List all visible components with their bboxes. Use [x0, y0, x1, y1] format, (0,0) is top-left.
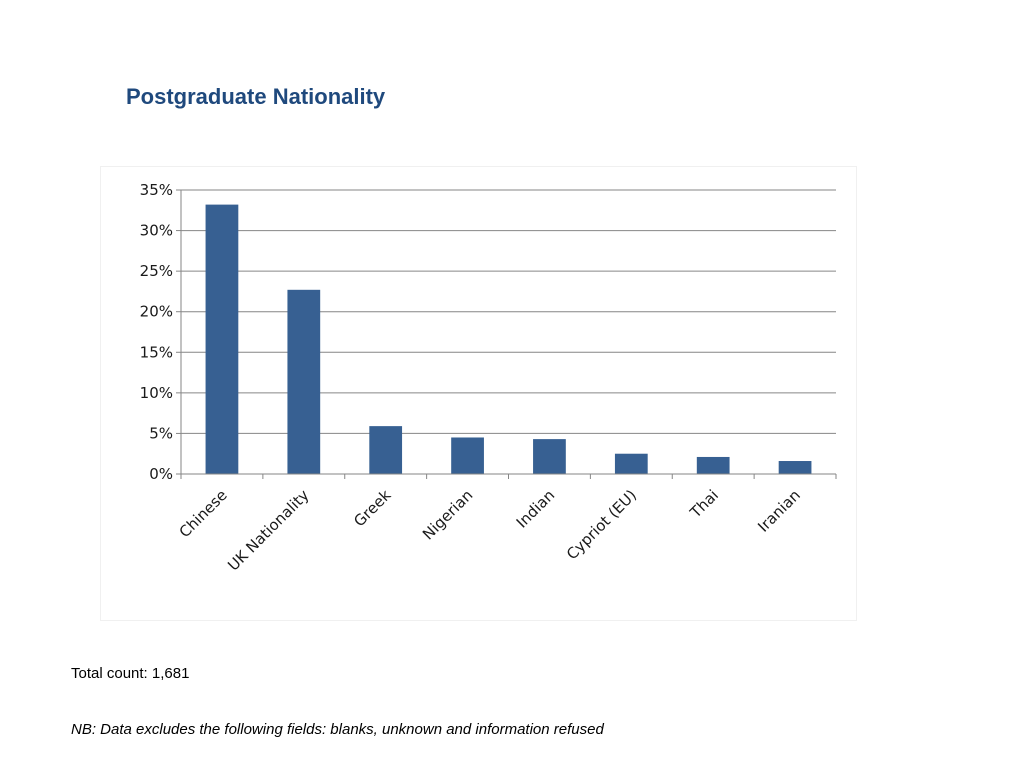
bar-thai: [696, 456, 730, 474]
bar-nigerian: [451, 437, 484, 474]
y-tick-label: 35%: [140, 181, 173, 199]
page-title: Postgraduate Nationality: [126, 84, 386, 109]
bar-chinese: [205, 204, 239, 474]
bar-cypriot-eu: [614, 453, 648, 474]
x-category-label: Cypriot (EU): [563, 486, 640, 563]
footnote-text: NB: Data excludes the following fields: …: [71, 721, 604, 738]
gridlines: [181, 189, 836, 434]
y-tick-label: 0%: [149, 465, 173, 483]
y-tick-label: 20%: [140, 303, 173, 321]
x-category-label: Indian: [513, 486, 558, 531]
y-tick-label: 5%: [149, 424, 173, 442]
x-category-label: Nigerian: [419, 486, 476, 543]
x-category-label: Iranian: [754, 486, 804, 536]
bar-indian: [533, 439, 566, 474]
bar-greek: [369, 426, 403, 474]
x-category-label: Chinese: [176, 486, 231, 541]
y-tick-label: 25%: [140, 262, 173, 280]
bars: [205, 204, 812, 474]
y-tick-label: 10%: [140, 384, 173, 402]
x-category-label: UK Nationality: [224, 486, 312, 574]
x-category-label: Greek: [350, 486, 394, 530]
y-axis-tick-labels: 0% 5% 10% 15% 20% 25% 30% 35%: [140, 181, 181, 483]
y-tick-label: 15%: [140, 343, 173, 361]
y-tick-label: 30%: [140, 222, 173, 240]
bar-uk-nationality: [287, 289, 321, 474]
bar-iranian: [778, 461, 812, 474]
total-count-text: Total count: 1,681: [71, 665, 190, 682]
chart-container: 0% 5% 10% 15% 20% 25% 30% 35% Chinese UK Nationa…: [100, 166, 857, 621]
x-axis: [180, 190, 837, 479]
x-category-label: Thai: [686, 486, 722, 522]
